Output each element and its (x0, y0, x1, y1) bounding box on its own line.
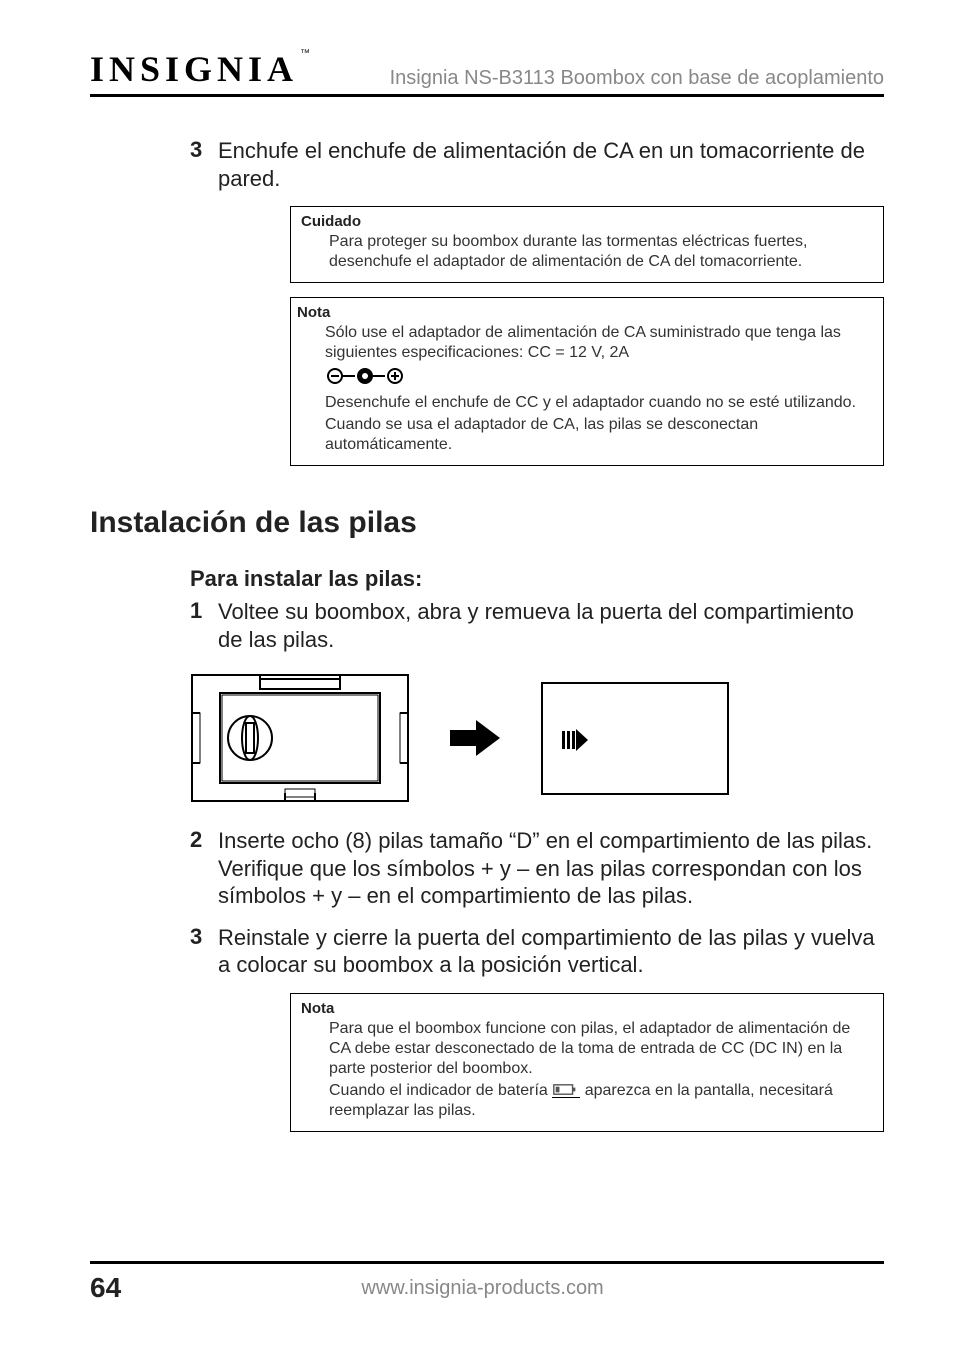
note1-line3: Cuando se usa el adaptador de CA, las pi… (297, 415, 873, 455)
s2-step2-row: 2 Inserte ocho (8) pilas tamaño “D” en e… (190, 827, 884, 910)
arrow-right-icon (450, 718, 500, 758)
logo-text: INSIGNIA (90, 48, 298, 90)
page-header: INSIGNIA ™ Insignia NS-B3113 Boombox con… (90, 48, 884, 97)
step-3-text: Enchufe el enchufe de alimentación de CA… (218, 137, 884, 192)
step-3-row: 3 Enchufe el enchufe de alimentación de … (190, 137, 884, 192)
step-3-number: 3 (190, 137, 218, 192)
s2-step1-text: Voltee su boombox, abra y remueva la pue… (218, 598, 884, 653)
s2-step3-text: Reinstale y cierre la puerta del compart… (218, 924, 884, 979)
caution-box: Cuidado Para proteger su boombox durante… (290, 206, 884, 283)
header-title: Insignia NS-B3113 Boombox con base de ac… (390, 67, 884, 90)
s2-step3-row: 3 Reinstale y cierre la puerta del compa… (190, 924, 884, 979)
diagram-compartment-icon (190, 673, 410, 803)
page-number: 64 (90, 1272, 121, 1304)
note1-line1: Sólo use el adaptador de alimentación de… (297, 323, 873, 363)
note-box-2: Nota Para que el boombox funcione con pi… (290, 993, 884, 1132)
s2-step2-num: 2 (190, 827, 218, 910)
s2-step1-num: 1 (190, 598, 218, 653)
logo-trademark: ™ (300, 48, 310, 59)
brand-logo: INSIGNIA ™ (90, 48, 310, 90)
polarity-icon (297, 367, 873, 391)
note1-line2: Desenchufe el enchufe de CC y el adaptad… (297, 393, 873, 413)
page-footer: 64 www.insignia-products.com (90, 1261, 884, 1304)
note2-title: Nota (301, 1000, 873, 1017)
note1-title: Nota (297, 304, 873, 321)
caution-title: Cuidado (301, 213, 873, 230)
s2-step2-text: Inserte ocho (8) pilas tamaño “D” en el … (218, 827, 884, 910)
diagram-row (190, 673, 884, 803)
note2-line2a: Cuando el indicador de batería (329, 1082, 552, 1099)
caution-body: Para proteger su boombox durante las tor… (301, 232, 873, 272)
footer-url: www.insignia-products.com (361, 1277, 603, 1300)
note-box-1: Nota Sólo use el adaptador de alimentaci… (290, 297, 884, 466)
section-heading: Instalación de las pilas (90, 506, 884, 540)
s2-step1-row: 1 Voltee su boombox, abra y remueva la p… (190, 598, 884, 653)
battery-indicator-icon (552, 1082, 580, 1098)
note2-line2: Cuando el indicador de batería aparezca … (301, 1081, 873, 1121)
diagram-door-icon (540, 681, 730, 796)
note2-line1: Para que el boombox funcione con pilas, … (301, 1019, 873, 1079)
section-subheading: Para instalar las pilas: (190, 566, 884, 592)
s2-step3-num: 3 (190, 924, 218, 979)
